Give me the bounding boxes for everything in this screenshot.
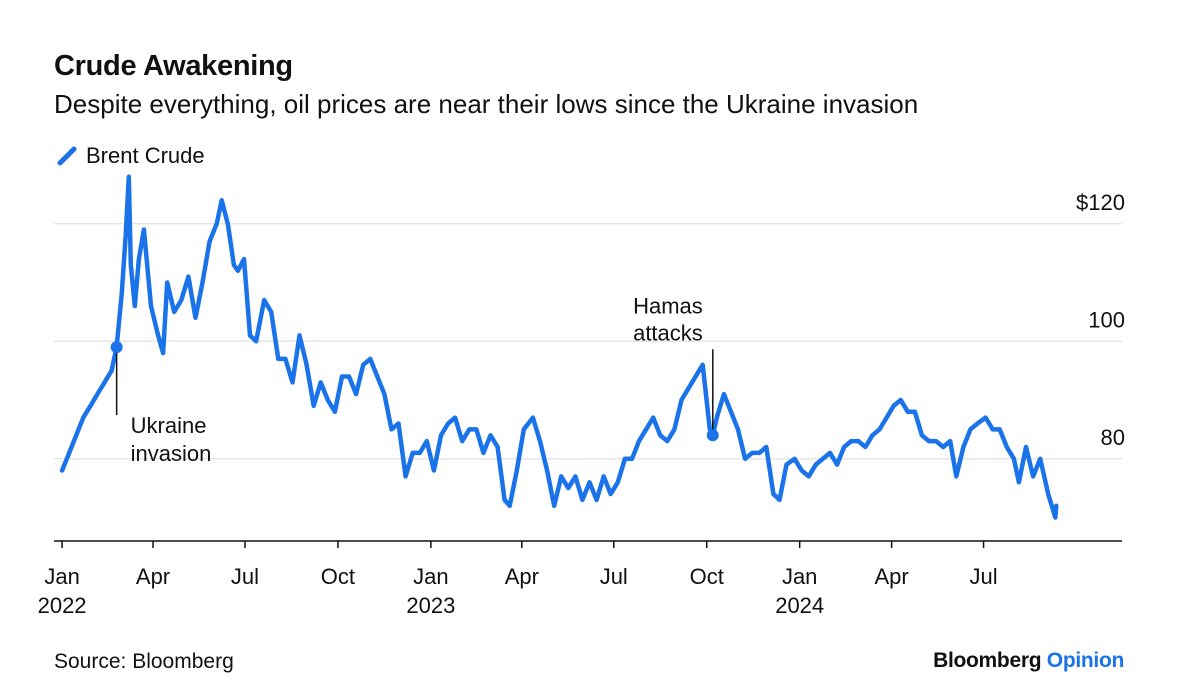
series-line-brent-crude	[59, 174, 1059, 520]
x-tick-year-2023: 2023	[406, 593, 455, 618]
x-tick-label-2022-01-01: Jan	[44, 564, 79, 589]
brand-section: Opinion	[1046, 649, 1125, 672]
x-tick-label-2024-04-01: Apr	[875, 564, 909, 589]
legend: Brent Crude	[56, 143, 205, 169]
annotation-marker-hamas-attacks	[706, 429, 719, 442]
x-tick-label-2023-01-01: Jan	[413, 564, 448, 589]
brand-name: Bloomberg	[933, 649, 1042, 672]
x-tick-label-2023-10-01: Oct	[690, 564, 724, 589]
x-tick-label-2022-07-01: Jul	[231, 564, 259, 589]
legend-label-brent-crude: Brent Crude	[86, 143, 205, 168]
annotation-label-ukraine-invasion-line2: invasion	[131, 441, 212, 466]
bloomberg-opinion-logo: Bloomberg Opinion	[933, 649, 1124, 673]
annotation-label-hamas-attacks-line2: attacks	[633, 320, 703, 345]
y-tick-label-120: $120	[1076, 190, 1125, 215]
chart-title: Crude Awakening	[54, 50, 293, 82]
legend-swatch-icon	[57, 146, 77, 166]
x-tick-label-2023-04-01: Apr	[505, 564, 539, 589]
annotation-label-ukraine-invasion-line1: Ukraine	[131, 413, 207, 438]
y-tick-label-100: 100	[1088, 307, 1125, 332]
y-tick-label-80: 80	[1101, 425, 1125, 450]
chart-subtitle: Despite everything, oil prices are near …	[54, 89, 919, 119]
x-tick-label-2024-01-01: Jan	[782, 564, 817, 589]
x-tick-label-2022-10-01: Oct	[321, 564, 355, 589]
x-tick-year-2024: 2024	[775, 593, 824, 618]
annotation-label-hamas-attacks-line1: Hamas	[633, 293, 703, 318]
x-tick-label-2023-07-01: Jul	[600, 564, 628, 589]
annotation-marker-ukraine-invasion	[110, 341, 123, 354]
source-note: Source: Bloomberg	[54, 650, 234, 673]
x-tick-label-2024-07-01: Jul	[970, 564, 998, 589]
x-tick-label-2022-04-01: Apr	[136, 564, 170, 589]
x-tick-year-2022: 2022	[38, 593, 87, 618]
